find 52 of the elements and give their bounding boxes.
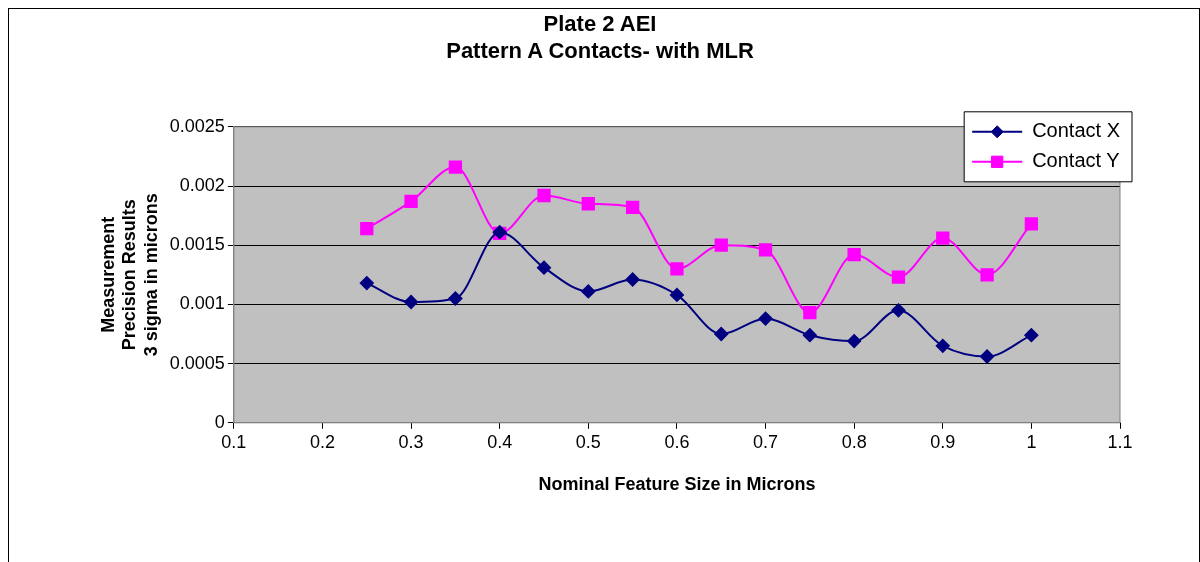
x-tick-label: 1	[1026, 431, 1037, 452]
x-tick-label: 0.5	[575, 431, 601, 452]
x-tick-label: 0.3	[398, 431, 424, 452]
point	[980, 349, 995, 364]
y-axis-title: Measurement Precision Results 3 sigma in microns	[97, 193, 161, 357]
x-tick-label: 0.2	[309, 431, 335, 452]
point	[669, 287, 684, 302]
point	[581, 197, 595, 211]
point	[404, 295, 419, 310]
point	[891, 270, 906, 284]
y-tick-label: 0.002	[179, 174, 225, 195]
point	[537, 188, 551, 203]
point	[847, 248, 861, 262]
point	[448, 291, 463, 306]
point	[1024, 328, 1039, 343]
point	[670, 262, 684, 276]
point	[936, 231, 950, 245]
point	[758, 311, 773, 326]
point	[625, 272, 640, 287]
legend-label: Contact Y	[1032, 149, 1120, 172]
chart-title: Plate 2 AEI Pattern A Contacts- with MLR	[446, 11, 754, 63]
point	[537, 260, 552, 275]
x-tick-label: 0.6	[664, 431, 690, 452]
point	[404, 194, 418, 209]
point	[448, 160, 463, 174]
point	[714, 327, 729, 341]
point	[359, 276, 374, 291]
y-tick-label: 0.0015	[169, 234, 225, 255]
point	[360, 221, 374, 236]
x-tick-label: 0.4	[487, 431, 513, 452]
y-tick-label: 0.001	[179, 293, 225, 314]
point	[625, 200, 640, 214]
point	[758, 243, 773, 257]
point	[891, 303, 906, 318]
point	[847, 334, 862, 349]
point	[802, 328, 817, 343]
point	[980, 268, 994, 282]
x-tick-label: 0.1	[221, 431, 247, 452]
point	[1024, 217, 1039, 231]
point	[935, 338, 950, 353]
point	[714, 238, 728, 252]
x-tick-label: 0.8	[841, 431, 867, 452]
x-tick-label: 0.7	[753, 431, 779, 452]
x-tick-label: 1.1	[1107, 431, 1133, 452]
y-tick-label: 0.0025	[169, 115, 225, 136]
point	[803, 306, 817, 320]
y-tick-label: 0.0005	[169, 352, 225, 373]
legend-label: Contact X	[1032, 119, 1121, 142]
x-axis-title: Nominal Feature Size in Microns	[538, 474, 816, 495]
point	[581, 284, 596, 299]
x-tick-label: 0.9	[930, 431, 956, 452]
y-tick-label: 0	[214, 411, 225, 432]
